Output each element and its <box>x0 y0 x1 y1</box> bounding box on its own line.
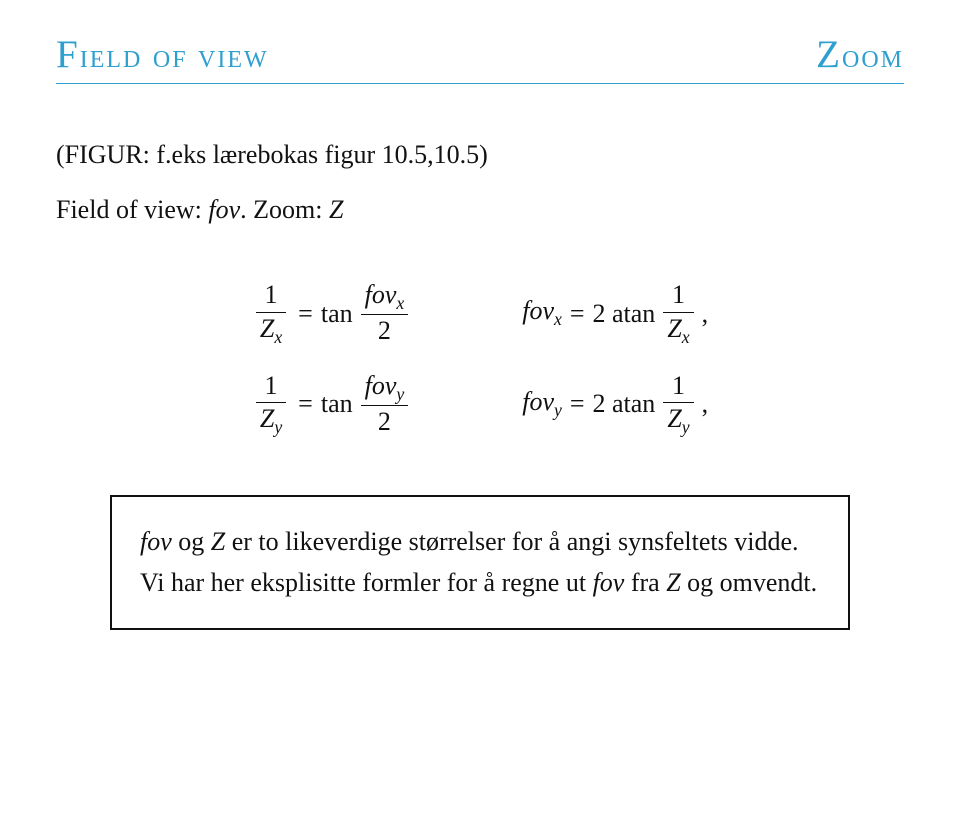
intro-line2-a: Field of view: <box>56 195 208 224</box>
intro-fov: fov <box>208 195 240 224</box>
intro-line2: Field of view: fov. Zoom: Z <box>56 183 904 238</box>
box-t5: og omvendt. <box>681 568 818 597</box>
title-right-initial: Z <box>816 33 842 76</box>
eq2r-comma: , <box>702 389 709 419</box>
eq2l-num2: fovy <box>361 370 409 405</box>
eq1l-den2: 2 <box>374 315 395 348</box>
eq2r-eq: = <box>570 389 585 419</box>
equation-row-2: 1 Zy = tan fovy 2 fovy = 2 atan 1 Zy , <box>56 370 904 439</box>
summary-box-wrap: fov og Z er to likeverdige størrelser fo… <box>56 495 904 630</box>
title-right-rest: oom <box>842 38 904 75</box>
box-z2: Z <box>666 568 680 597</box>
box-t2: er to likeverdige størrelser for å angi … <box>225 527 798 556</box>
eq2-left: 1 Zy = tan fovy 2 <box>252 370 412 439</box>
eq1r-num: 1 <box>668 279 689 312</box>
eq2-right: fovy = 2 atan 1 Zy , <box>522 370 708 439</box>
eq1l-eq: = <box>298 299 313 329</box>
eq2r-den: Zy <box>663 403 693 438</box>
intro-line1: (FIGUR: f.eks lærebokas figur 10.5,10.5) <box>56 128 904 183</box>
intro-text: (FIGUR: f.eks lærebokas figur 10.5,10.5)… <box>56 128 904 237</box>
slide-header: Field of view Zoom <box>56 32 904 84</box>
eq1l-num2: fovx <box>361 279 409 314</box>
eq2l-frac2: fovy 2 <box>361 370 409 439</box>
eq2r-2atan: 2 atan <box>593 389 656 419</box>
title-left: Field of view <box>56 32 269 77</box>
eq1l-frac1: 1 Zx <box>256 279 286 348</box>
eq2l-frac1: 1 Zy <box>256 370 286 439</box>
title-left-rest: ield of view <box>80 38 269 75</box>
title-right: Zoom <box>816 32 904 77</box>
eq2l-tan: tan <box>321 389 353 419</box>
eq1r-comma: , <box>702 299 709 329</box>
eq1l-tan: tan <box>321 299 353 329</box>
box-fov1: fov <box>140 527 172 556</box>
eq1-right: fovx = 2 atan 1 Zx , <box>522 279 708 348</box>
eq1r-eq: = <box>570 299 585 329</box>
intro-line2-b: . Zoom: <box>240 195 329 224</box>
eq1r-frac: 1 Zx <box>663 279 693 348</box>
eq2l-den2: 2 <box>374 406 395 439</box>
eq2r-num: 1 <box>668 370 689 403</box>
title-left-initial: F <box>56 33 80 76</box>
summary-box: fov og Z er to likeverdige størrelser fo… <box>110 495 850 630</box>
eq1r-den: Zx <box>663 313 693 348</box>
eq1l-den1: Zx <box>256 313 286 348</box>
eq2l-den1: Zy <box>256 403 286 438</box>
box-fov2: fov <box>593 568 625 597</box>
box-z1: Z <box>211 527 225 556</box>
eq2r-fov: fovy <box>522 387 562 421</box>
eq1l-num1: 1 <box>261 279 282 312</box>
box-t1: og <box>172 527 211 556</box>
eq1l-frac2: fovx 2 <box>361 279 409 348</box>
eq1r-2atan: 2 atan <box>593 299 656 329</box>
box-t3: Vi har her eksplisitte formler for å reg… <box>140 568 593 597</box>
eq1r-fov: fovx <box>522 296 562 330</box>
intro-z: Z <box>329 195 343 224</box>
equation-row-1: 1 Zx = tan fovx 2 fovx = 2 atan 1 Zx , <box>56 279 904 348</box>
eq1-left: 1 Zx = tan fovx 2 <box>252 279 412 348</box>
box-t4: fra <box>624 568 666 597</box>
eq2l-eq: = <box>298 389 313 419</box>
eq2l-num1: 1 <box>261 370 282 403</box>
eq2r-frac: 1 Zy <box>663 370 693 439</box>
